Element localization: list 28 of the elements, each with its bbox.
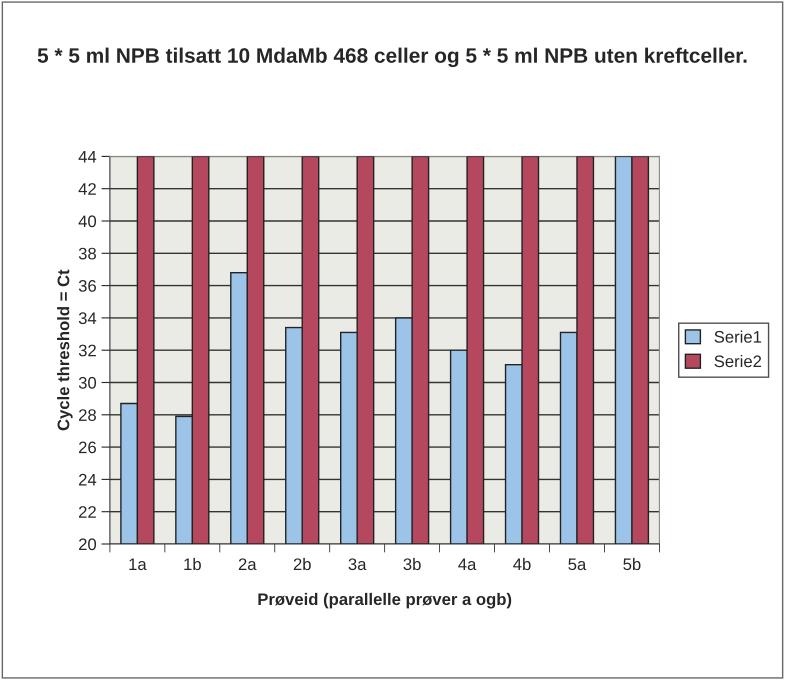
y-tick-label: 32 — [78, 344, 96, 356]
x-tick-label: 5a — [568, 558, 586, 570]
y-tick-label: 38 — [78, 248, 96, 260]
x-tick-label: 3a — [348, 558, 366, 570]
x-tick-label: 2b — [294, 558, 311, 570]
y-tick-label: 40 — [78, 215, 96, 228]
y-tick-label: 34 — [78, 312, 96, 324]
legend-label: Serie2 — [714, 354, 762, 368]
legend-label: Serie1 — [714, 330, 762, 343]
chart-title: 5 * 5 ml NPB tilsatt 10 MdaMb 468 celler og 5 * 5 ml NPB uten kreftceller. — [38, 48, 747, 68]
y-axis-title: Cycle threshold = Ct — [57, 270, 73, 430]
y-tick-label: 36 — [78, 280, 96, 292]
y-tick-label: 22 — [79, 506, 96, 518]
x-tick-label: 1a — [129, 558, 147, 570]
x-tick-label: 1b — [184, 558, 201, 570]
x-tick-label: 5b — [623, 558, 640, 570]
x-tick-label: 4a — [458, 558, 476, 570]
y-tick-label: 24 — [79, 474, 96, 486]
x-tick-label: 4b — [513, 558, 531, 570]
y-tick-label: 30 — [78, 376, 96, 389]
y-tick-label: 44 — [78, 150, 96, 162]
x-tick-label: 3b — [403, 558, 421, 570]
y-tick-label: 28 — [79, 409, 96, 422]
y-tick-label: 26 — [79, 442, 96, 454]
x-tick-label: 2a — [238, 558, 257, 570]
y-tick-label: 42 — [78, 183, 96, 195]
y-tick-label: 20 — [79, 538, 96, 550]
x-axis-title: Prøveid (parallelle prøver a ogb) — [258, 592, 512, 608]
